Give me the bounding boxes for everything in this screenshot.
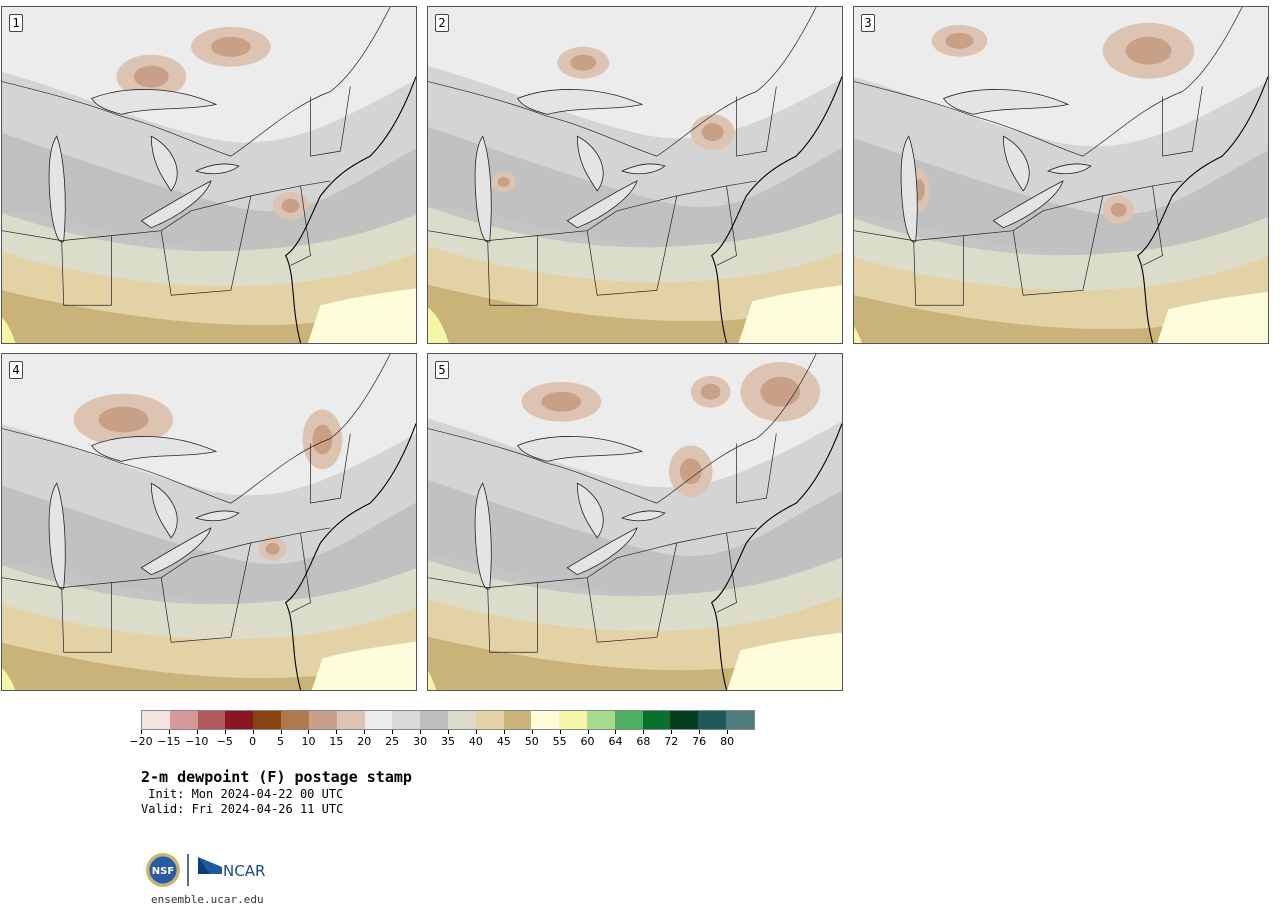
colorbar-swatch (169, 711, 198, 729)
colorbar-tick (643, 730, 645, 734)
colorbar-tick-label: 15 (329, 735, 344, 748)
colorbar-tick (615, 730, 617, 734)
colorbar-swatch (364, 711, 393, 729)
colorbar-tick (503, 730, 505, 734)
colorbar-tick (336, 730, 338, 734)
dewpoint-map-2 (428, 7, 842, 343)
nsf-logo-text: NSF (152, 866, 174, 877)
colorbar-tick (475, 730, 477, 734)
colorbar-tick-label: 64 (608, 735, 623, 748)
colorbar-tick (224, 730, 226, 734)
colorbar-tick (699, 730, 701, 734)
colorbar-tick (308, 730, 310, 734)
colorbar-swatch (420, 711, 448, 729)
colorbar-tick-label: 40 (468, 735, 483, 748)
valid-time: Valid: Fri 2024-04-26 11 UTC (141, 802, 344, 816)
plot-title: 2-m dewpoint (F) postage stamp (141, 768, 412, 786)
colorbar-swatch (587, 711, 615, 729)
colorbar-swatch (447, 711, 476, 729)
panel-number-label: 1 (9, 14, 23, 32)
dewpoint-colorbar (141, 710, 755, 730)
colorbar-swatch (614, 711, 643, 729)
nsf-logo-icon: NSF (146, 853, 180, 887)
init-time: Init: Mon 2024-04-22 00 UTC (141, 787, 344, 801)
colorbar-swatch (308, 711, 337, 729)
colorbar-tick-label: 68 (636, 735, 651, 748)
colorbar-tick (141, 730, 142, 734)
colorbar-tick-label: 10 (301, 735, 316, 748)
colorbar-tick (364, 730, 366, 734)
colorbar-tick (671, 730, 673, 734)
colorbar-tick-label: 25 (385, 735, 400, 748)
colorbar-swatch (642, 711, 671, 729)
colorbar-tick (252, 730, 254, 734)
dewpoint-map-3 (854, 7, 1268, 343)
dewpoint-map-4 (2, 354, 416, 690)
colorbar-tick (448, 730, 449, 734)
colorbar-tick-label: 50 (524, 735, 539, 748)
map-panel-2: 2 (427, 6, 843, 344)
panel-number-label: 3 (861, 14, 875, 32)
colorbar-tick (196, 730, 198, 734)
colorbar-swatch (225, 711, 254, 729)
panel-number-label: 4 (9, 361, 23, 379)
colorbar-tick-label: 5 (277, 735, 285, 748)
colorbar-tick (392, 730, 394, 734)
colorbar-tick-label: −20 (129, 735, 153, 748)
colorbar-swatch (336, 711, 365, 729)
colorbar-tick-label: 80 (720, 735, 735, 748)
colorbar-swatch (726, 711, 754, 729)
colorbar-swatch (698, 711, 727, 729)
colorbar-tick (559, 730, 561, 734)
dewpoint-map-5 (428, 354, 842, 690)
colorbar-tick (727, 730, 729, 734)
logos: NSF NCAR (145, 851, 275, 891)
colorbar-swatch (281, 711, 309, 729)
colorbar-swatch (142, 711, 170, 729)
footer-url: ensemble.ucar.edu (151, 893, 264, 906)
colorbar-tick (587, 730, 589, 734)
colorbar-tick-label: 30 (413, 735, 428, 748)
colorbar-tick (420, 730, 422, 734)
map-panel-5: 5 (427, 353, 843, 691)
panel-number-label: 5 (435, 361, 449, 379)
colorbar-tick-label: 60 (580, 735, 595, 748)
colorbar-tick (280, 730, 282, 734)
colorbar-tick (531, 730, 533, 734)
colorbar-swatch (531, 711, 560, 729)
colorbar-tick-label: 55 (552, 735, 567, 748)
colorbar-tick-label: −10 (185, 735, 209, 748)
dewpoint-map-1 (2, 7, 416, 343)
map-panel-4: 4 (1, 353, 417, 691)
colorbar-tick-label: 20 (357, 735, 372, 748)
colorbar-swatch (559, 711, 587, 729)
colorbar-tick (168, 730, 170, 734)
colorbar-swatch (253, 711, 282, 729)
colorbar-tick-label: −15 (157, 735, 181, 748)
colorbar-tick-label: 45 (496, 735, 511, 748)
colorbar-ticks: −20 −15 −10 −5 0 5 10 15 20 25 30 35 40 45 50 55 60 64 68 7… (129, 730, 755, 750)
colorbar-tick-label: 72 (664, 735, 679, 748)
ncar-logo-icon: NCAR (198, 857, 265, 880)
colorbar-tick-label: −5 (216, 735, 233, 748)
map-panel-1: 1 (1, 6, 417, 344)
colorbar-tick-label: 35 (441, 735, 455, 748)
colorbar-swatch (475, 711, 504, 729)
ncar-logo-text: NCAR (223, 862, 265, 880)
colorbar-swatch (197, 711, 226, 729)
colorbar-tick-label: 0 (249, 735, 257, 748)
colorbar-swatch (392, 711, 421, 729)
map-panel-3: 3 (853, 6, 1269, 344)
colorbar-swatch (503, 711, 532, 729)
panel-number-label: 2 (435, 14, 449, 32)
colorbar-swatch (670, 711, 699, 729)
colorbar-tick-label: 76 (692, 735, 707, 748)
